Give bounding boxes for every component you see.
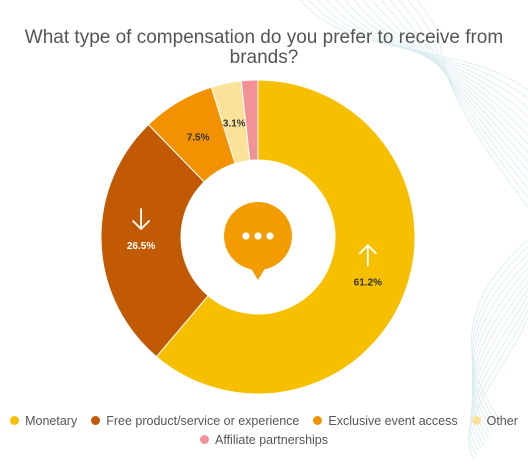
wave-line [470, 302, 528, 452]
wave-line [353, 0, 528, 145]
wave-line [471, 246, 528, 424]
chart-legend: Monetary Free product/service or experie… [0, 411, 528, 449]
legend-item-monetary: Monetary [10, 414, 77, 428]
chat-bubble-dot [266, 232, 274, 240]
wave-line [362, 0, 528, 154]
wave-line [471, 239, 528, 421]
chat-bubble-dot [254, 232, 262, 240]
wave-line [407, 0, 528, 199]
legend-swatch-free-product [91, 416, 101, 425]
legend-label-free-product: Free product/service or experience [106, 413, 300, 428]
wave-line [471, 253, 528, 428]
wave-line [398, 0, 528, 190]
chat-bubble-dot [242, 232, 250, 240]
chat-bubble-icon [224, 202, 292, 280]
legend-label-monetary: Monetary [25, 413, 78, 428]
legend-swatch-exclusive-event [313, 416, 323, 425]
legend-row-2: Affiliate partnerships [0, 430, 528, 449]
slice-label-monetary: 61.2% [354, 277, 382, 288]
arrow-up-icon [358, 244, 377, 267]
arrow-down-icon [132, 208, 150, 230]
wave-line [471, 288, 528, 445]
wave-line [389, 0, 528, 181]
legend-swatch-affiliate [199, 435, 209, 444]
slice-monetary [155, 79, 416, 395]
legend-item-other: Other [471, 413, 518, 428]
wave-line [470, 295, 528, 449]
slice-label-other: 3.1% [223, 118, 246, 129]
legend-label-other: Other [486, 413, 518, 428]
wave-line [469, 309, 528, 456]
wave-line [472, 267, 528, 435]
legend-row-1: Monetary Free product/service or experie… [0, 411, 528, 430]
wave-line [472, 260, 528, 431]
legend-item-free-product: Free product/service or experience [91, 414, 299, 428]
chat-bubble-tail [249, 265, 267, 280]
wave-line [380, 0, 528, 172]
slice-label-free-product-service-or-experience: 26.5% [127, 241, 155, 252]
slice-free-product-service-or-experience [100, 123, 209, 358]
wave-line [468, 316, 528, 459]
wave-line [344, 0, 528, 136]
legend-label-affiliate: Affiliate partnerships [214, 432, 329, 447]
chart-title: What type of compensation do you prefer … [24, 27, 504, 68]
wave-line [416, 0, 528, 208]
legend-item-exclusive-event: Exclusive event access [313, 413, 458, 428]
slice-affiliate-partnerships [240, 79, 259, 161]
legend-item-affiliate: Affiliate partnerships [199, 432, 329, 447]
slice-label-exclusive-event-access: 7.5% [187, 132, 210, 143]
wave-line [371, 0, 528, 163]
legend-swatch-monetary [10, 416, 20, 425]
legend-label-exclusive-event: Exclusive event access [328, 413, 458, 428]
legend-swatch-other [471, 416, 481, 425]
